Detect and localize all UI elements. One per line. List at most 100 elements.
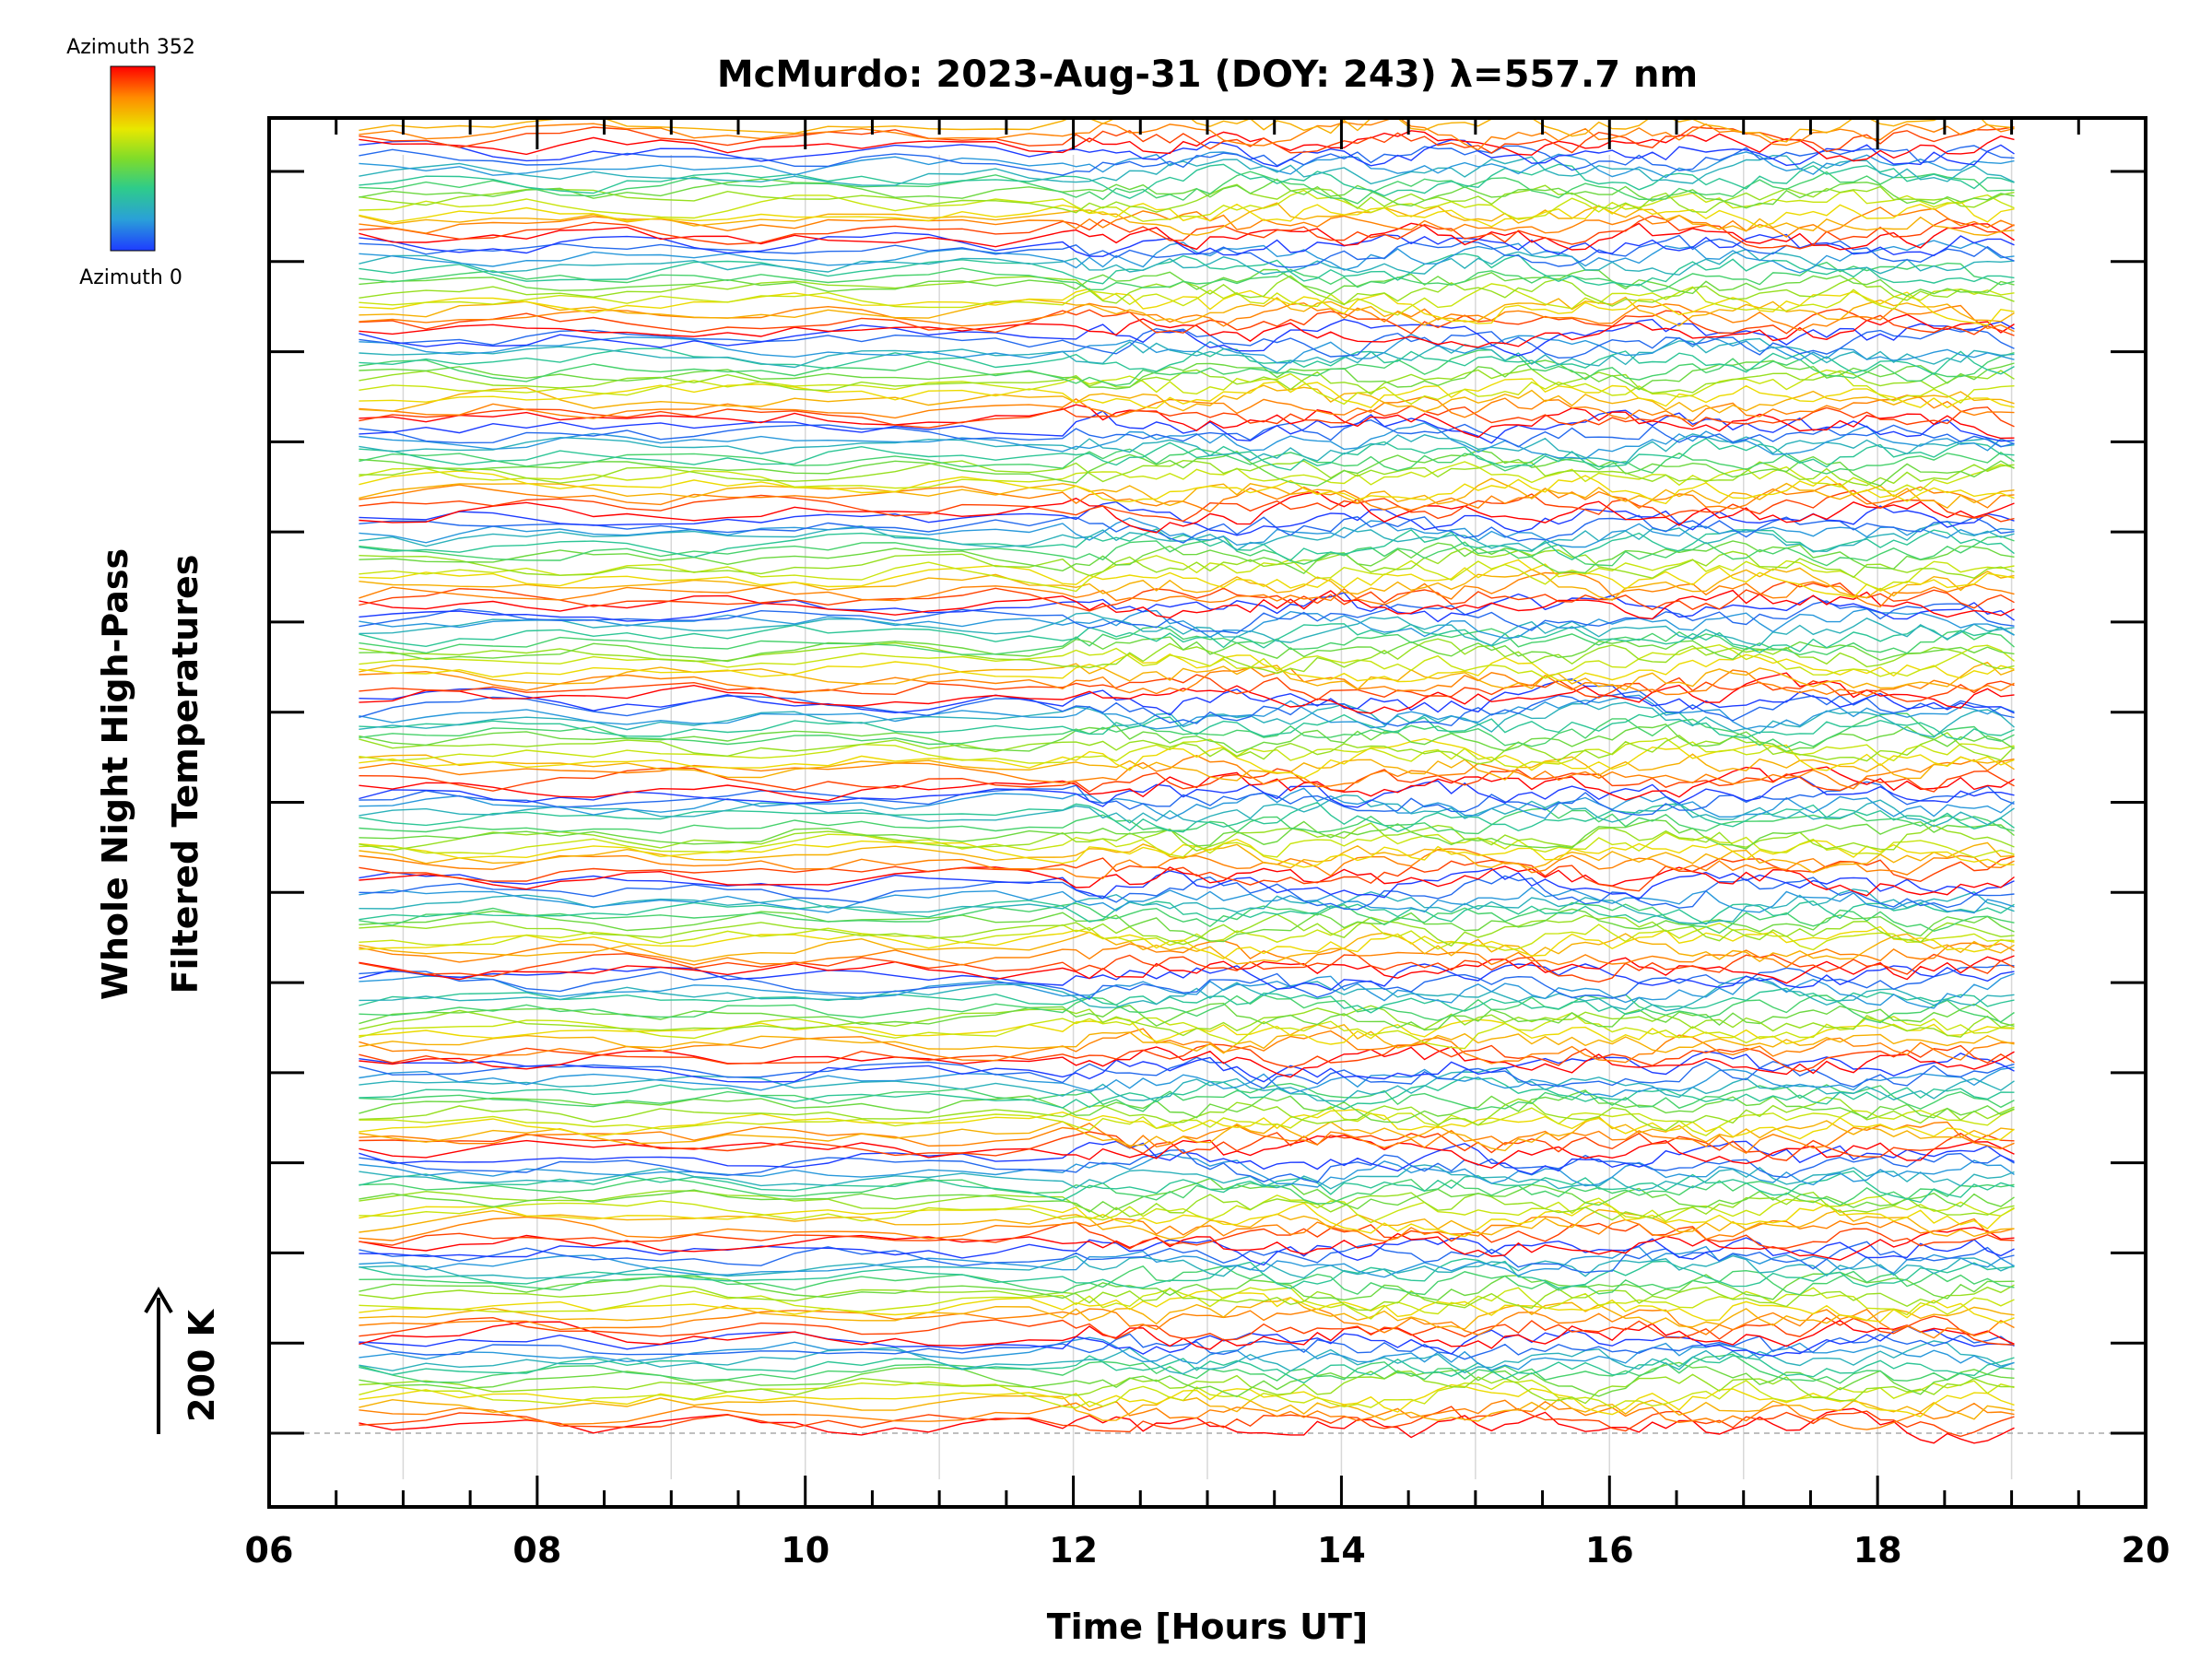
series-line — [359, 359, 2015, 391]
series-line — [359, 348, 2015, 387]
series-line — [359, 1353, 2015, 1384]
x-tick-label: 16 — [1585, 1530, 1634, 1571]
series-line — [359, 1190, 2015, 1221]
series-line — [359, 171, 2015, 205]
series-line — [359, 1383, 2015, 1418]
series-line — [359, 964, 2015, 1000]
series-line — [359, 653, 2015, 683]
series-line — [359, 477, 2015, 509]
series-line — [359, 1105, 2015, 1136]
series-line — [359, 1076, 2015, 1111]
series-line — [359, 514, 2015, 544]
series-line — [359, 694, 2015, 730]
series-line — [359, 1361, 2015, 1398]
series-line — [359, 841, 2015, 874]
series-line — [359, 1017, 2015, 1045]
series-line — [359, 540, 2015, 575]
series-line — [359, 202, 2015, 237]
series-line — [359, 231, 2015, 257]
series-line — [359, 1333, 2015, 1360]
series-line — [359, 994, 2015, 1024]
series-line — [359, 394, 2015, 422]
series-line — [359, 378, 2015, 409]
colorbar-bottom-label: Azimuth 0 — [79, 266, 182, 289]
series-line — [359, 677, 2015, 716]
series-line — [359, 308, 2015, 336]
series-line — [359, 818, 2015, 850]
series-line — [359, 1407, 2015, 1444]
series-line — [359, 154, 2015, 186]
x-tick-label: 06 — [245, 1530, 294, 1571]
scale-indicator: 200 K — [144, 1287, 222, 1434]
series-line — [359, 674, 2015, 702]
series-line — [359, 327, 2015, 359]
series-line — [359, 253, 2015, 287]
series-line — [359, 867, 2015, 900]
series-line — [359, 712, 2015, 748]
x-tick-label: 18 — [1853, 1530, 1902, 1571]
series-line — [359, 1148, 2015, 1183]
series-line — [359, 1164, 2015, 1192]
series-line — [359, 1153, 2015, 1188]
series-line — [359, 449, 2015, 487]
series-line — [359, 1051, 2015, 1083]
series-line — [359, 1308, 2015, 1339]
series-line — [359, 313, 2015, 348]
series-line — [359, 1271, 2015, 1301]
series-line — [359, 163, 2015, 199]
series-line — [359, 1131, 2015, 1161]
x-tick-label: 10 — [781, 1530, 830, 1571]
series-line — [359, 1237, 2015, 1266]
series-line — [359, 547, 2015, 579]
series-line — [359, 626, 2015, 656]
series-line — [359, 1241, 2015, 1274]
series-line — [359, 661, 2015, 691]
series-line — [359, 1284, 2015, 1312]
series-line — [359, 489, 2015, 523]
series-line — [359, 766, 2015, 802]
series-line — [359, 283, 2015, 316]
series-line — [359, 461, 2015, 493]
series-line — [359, 535, 2015, 567]
series-line — [359, 589, 2015, 620]
series-line — [359, 296, 2015, 327]
series-line — [359, 953, 2015, 983]
series-line — [359, 737, 2015, 779]
series-line — [359, 1115, 2015, 1152]
series-line — [359, 712, 2015, 741]
series-line — [359, 178, 2015, 209]
series-line — [359, 901, 2015, 935]
series-line — [359, 118, 2015, 151]
series-line — [359, 963, 2015, 992]
series-line — [359, 972, 2015, 1009]
series-line — [359, 1245, 2015, 1278]
series-line — [359, 183, 2015, 214]
series-line — [359, 459, 2015, 487]
series-group — [359, 118, 2015, 1444]
series-line — [359, 822, 2015, 852]
series-line — [359, 571, 2015, 608]
series-line — [359, 1406, 2015, 1438]
series-line — [359, 888, 2015, 924]
series-line — [359, 448, 2015, 475]
series-line — [359, 559, 2015, 598]
y-axis-label-line1: Whole Night High-Pass — [95, 548, 135, 1000]
series-line — [359, 1325, 2015, 1358]
series-line — [359, 1399, 2015, 1430]
series-line — [359, 767, 2015, 793]
series-line — [359, 1319, 2015, 1350]
series-line — [359, 483, 2015, 513]
series-line — [359, 222, 2015, 251]
series-line — [359, 261, 2015, 292]
series-line — [359, 922, 2015, 951]
colorbar: Azimuth 352 Azimuth 0 — [66, 36, 195, 289]
y-axis-label-line2: Filtered Temperatures — [165, 555, 206, 994]
series-line — [359, 1216, 2015, 1242]
series-line — [359, 753, 2015, 782]
series-line — [359, 801, 2015, 833]
series-line — [359, 248, 2015, 276]
series-line — [359, 787, 2015, 820]
series-line — [359, 422, 2015, 460]
series-line — [359, 240, 2015, 274]
series-line — [359, 517, 2015, 548]
